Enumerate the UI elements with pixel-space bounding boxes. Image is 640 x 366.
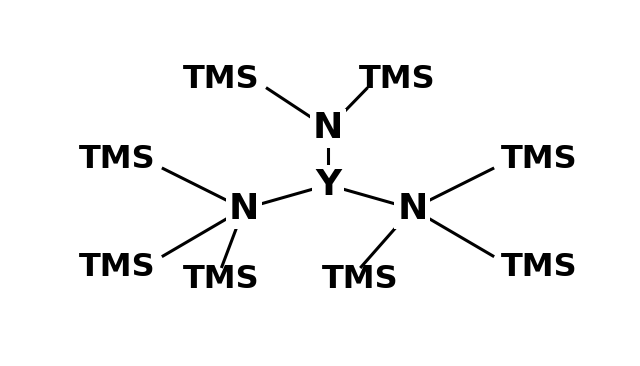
Text: Y: Y — [315, 168, 341, 202]
Text: N: N — [397, 192, 428, 226]
Text: TMS: TMS — [79, 253, 156, 283]
Text: TMS: TMS — [500, 253, 577, 283]
Text: TMS: TMS — [79, 144, 156, 175]
Text: TMS: TMS — [322, 264, 399, 295]
Text: N: N — [228, 192, 259, 226]
Text: TMS: TMS — [359, 64, 436, 95]
Text: N: N — [313, 112, 343, 145]
Text: TMS: TMS — [500, 144, 577, 175]
Text: TMS: TMS — [183, 64, 260, 95]
Text: TMS: TMS — [183, 264, 260, 295]
